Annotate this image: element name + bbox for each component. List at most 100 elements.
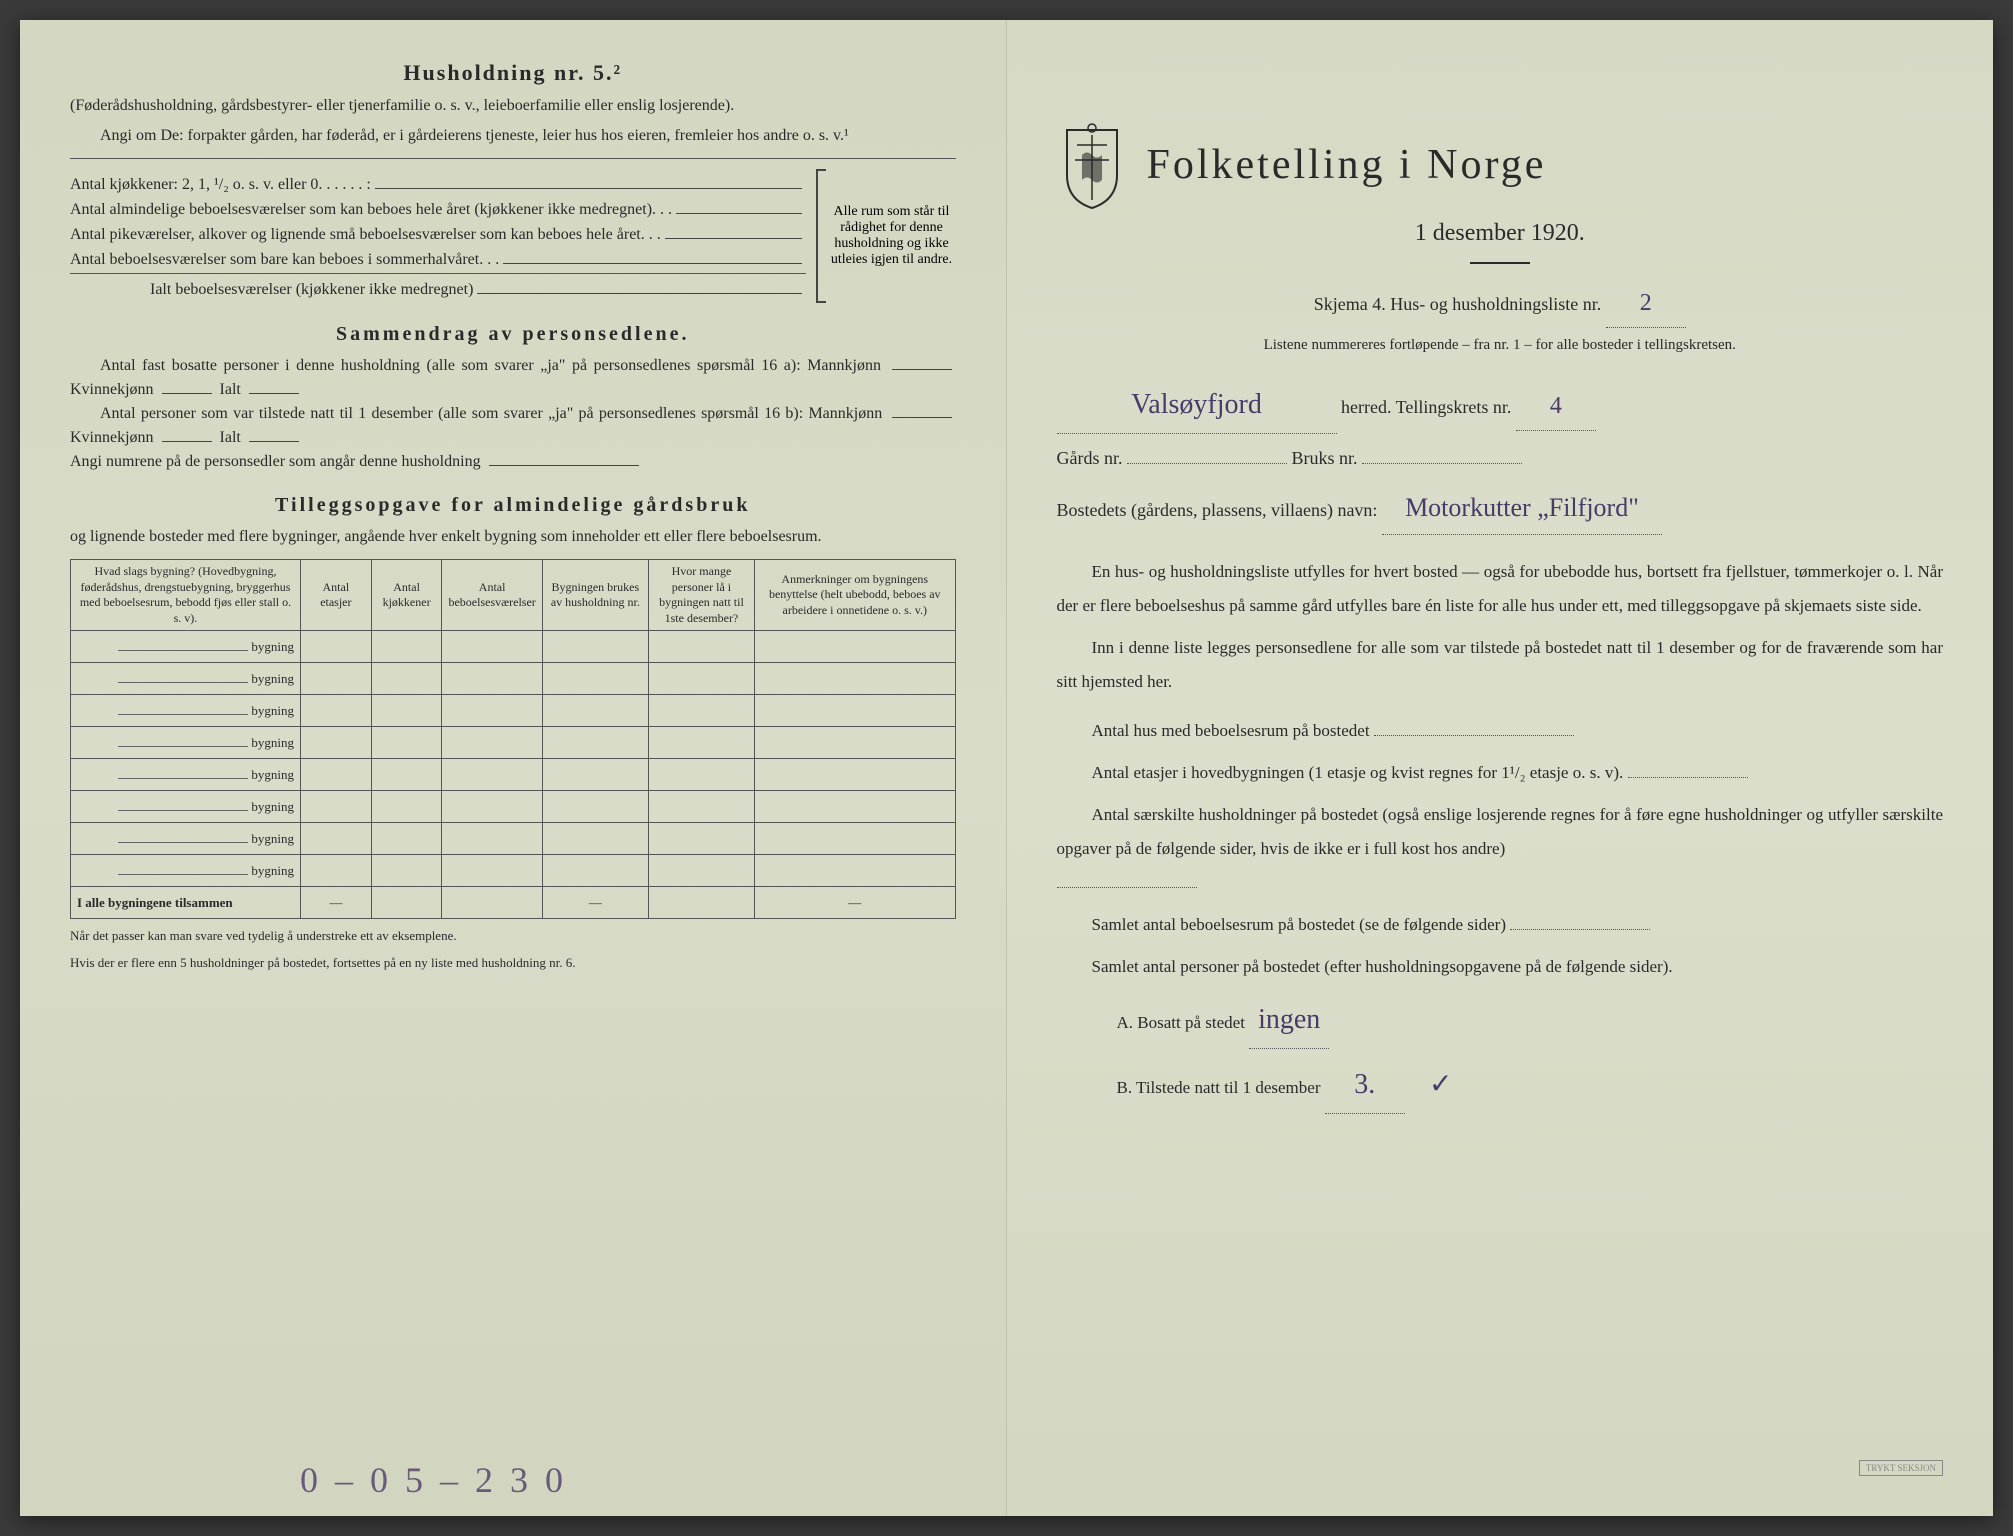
th-rooms: Antal beboelsesværelser [442, 560, 542, 631]
summary-title: Sammendrag av personsedlene. [70, 323, 956, 346]
tellingskrets-nr: 4 [1516, 382, 1596, 431]
table-cell [648, 791, 754, 823]
q1: Antal hus med beboelsesrum på bostedet [1057, 714, 1370, 748]
building-type-cell: bygning [71, 823, 301, 855]
table-cell [300, 823, 371, 855]
th-building-type: Hvad slags bygning? (Hovedbygning, føder… [71, 560, 301, 631]
table-cell [755, 727, 955, 759]
table-cell [542, 663, 648, 695]
table-cell [755, 663, 955, 695]
q2: Antal etasjer i hovedbygningen (1 etasje… [1057, 756, 1624, 790]
table-cell [442, 759, 542, 791]
summary-line3: Angi numrene på de personsedler som angå… [70, 453, 481, 470]
table-cell [755, 823, 955, 855]
form-label: Skjema 4. Hus- og husholdningsliste nr. [1314, 294, 1602, 314]
table-cell [442, 727, 542, 759]
th-kitchens: Antal kjøkkener [371, 560, 442, 631]
table-cell [371, 727, 442, 759]
table-cell [648, 727, 754, 759]
table-cell [300, 695, 371, 727]
total-rooms-label: Ialt beboelsesværelser (kjøkkener ikke m… [150, 281, 473, 299]
table-row: bygning [71, 663, 956, 695]
footnote-2: Hvis der er flere enn 5 husholdninger på… [70, 954, 956, 972]
qB-label: B. Tilstede natt til 1 desember [1117, 1078, 1321, 1097]
table-cell [442, 791, 542, 823]
building-type-cell: bygning [71, 695, 301, 727]
qA-label: A. Bosatt på stedet [1117, 1013, 1245, 1032]
ordinary-rooms-label: Antal almindelige beboelsesværelser som … [70, 201, 652, 219]
table-cell [371, 823, 442, 855]
table-cell [442, 631, 542, 663]
table-cell [542, 759, 648, 791]
table-cell [300, 791, 371, 823]
bracket-note: Alle rum som står til rådighet for denne… [816, 169, 956, 303]
pencil-annotation: 0 – 0 5 – 2 3 0 [300, 1459, 567, 1501]
intro-text-1: (Føderådshusholdning, gårdsbestyrer- ell… [70, 94, 956, 118]
dash: — [542, 887, 648, 919]
summer-rooms-label: Antal beboelsesværelser som bare kan beb… [70, 251, 479, 269]
footnote-1: Når det passer kan man svare ved tydelig… [70, 927, 956, 945]
table-row: bygning [71, 759, 956, 791]
table-cell [542, 855, 648, 887]
table-cell [300, 727, 371, 759]
table-cell [442, 855, 542, 887]
table-cell [755, 695, 955, 727]
th-remarks: Anmerkninger om bygningens benyttelse (h… [755, 560, 955, 631]
building-table: Hvad slags bygning? (Hovedbygning, føder… [70, 559, 956, 919]
para2: Inn i denne liste legges personsedlene f… [1057, 631, 1944, 699]
qA-value: ingen [1249, 992, 1329, 1049]
dash: — [300, 887, 371, 919]
building-type-cell: bygning [71, 855, 301, 887]
table-cell [300, 631, 371, 663]
title-divider [1470, 262, 1530, 264]
table-cell [442, 823, 542, 855]
table-cell [542, 791, 648, 823]
right-page: Folketelling i Norge 1 desember 1920. Sk… [1007, 20, 1994, 1516]
table-cell [300, 663, 371, 695]
para1: En hus- og husholdningsliste utfylles fo… [1057, 555, 1944, 623]
table-cell [648, 759, 754, 791]
table-cell [542, 727, 648, 759]
table-row: bygning [71, 727, 956, 759]
table-cell [371, 855, 442, 887]
table-cell [542, 695, 648, 727]
table-cell [300, 855, 371, 887]
gards-label: Gårds nr. [1057, 448, 1123, 468]
summary-line1c: Ialt [220, 381, 241, 398]
coat-of-arms-icon [1057, 120, 1127, 210]
th-floors: Antal etasjer [300, 560, 371, 631]
table-row: bygning [71, 791, 956, 823]
title-block: Folketelling i Norge [1057, 120, 1944, 210]
summary-line1b: Kvinnekjønn [70, 381, 154, 398]
total-row-label: I alle bygningene tilsammen [71, 887, 301, 919]
subtitle: 1 desember 1920. [1057, 220, 1944, 247]
bosted-label: Bostedets (gårdens, plassens, villaens) … [1057, 500, 1378, 520]
building-type-cell: bygning [71, 663, 301, 695]
bruks-label: Bruks nr. [1292, 448, 1358, 468]
main-title: Folketelling i Norge [1147, 141, 1547, 189]
table-cell [371, 759, 442, 791]
table-cell [542, 631, 648, 663]
rooms-bracket-group: Antal kjøkkener: 2, 1, ¹/₂ o. s. v. elle… [70, 169, 956, 303]
table-row: bygning [71, 855, 956, 887]
left-page: Husholdning nr. 5.² (Føderådshusholdning… [20, 20, 1007, 1516]
table-cell [648, 855, 754, 887]
table-cell [755, 759, 955, 791]
table-cell [648, 663, 754, 695]
table-cell [371, 663, 442, 695]
table-row: bygning [71, 695, 956, 727]
table-cell [371, 631, 442, 663]
maid-rooms-label: Antal pikeværelser, alkover og lignende … [70, 226, 641, 244]
kitchens-label: Antal kjøkkener: 2, 1, ¹/₂ o. s. v. elle… [70, 176, 318, 194]
summary-line2a: Antal personer som var tilstede natt til… [100, 405, 882, 422]
th-household-nr: Bygningen brukes av husholdning nr. [542, 560, 648, 631]
form-number: 2 [1606, 279, 1686, 328]
table-cell [442, 663, 542, 695]
summary-line2b: Kvinnekjønn [70, 429, 154, 446]
table-row: bygning [71, 631, 956, 663]
th-persons: Hvor mange personer lå i bygningen natt … [648, 560, 754, 631]
herred-label: herred. Tellingskrets nr. [1341, 397, 1511, 417]
table-cell [648, 823, 754, 855]
building-type-cell: bygning [71, 759, 301, 791]
table-cell [648, 631, 754, 663]
